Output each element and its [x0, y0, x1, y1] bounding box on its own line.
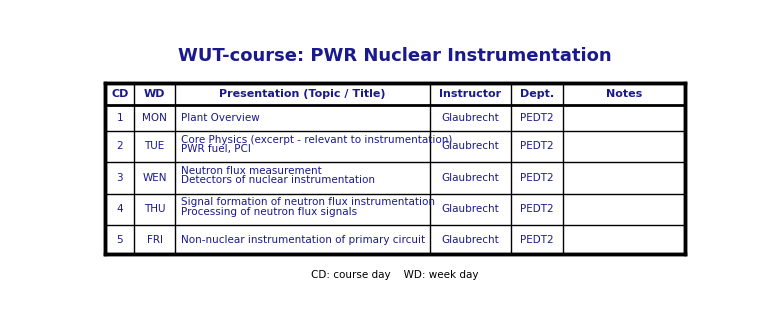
Text: 4: 4 [116, 204, 123, 214]
Text: PEDT2: PEDT2 [520, 141, 554, 151]
Text: Dept.: Dept. [520, 89, 554, 99]
Text: Instructor: Instructor [439, 89, 502, 99]
Bar [106, 83, 685, 254]
Text: CD: CD [111, 89, 129, 99]
Text: CD: course day    WD: week day: CD: course day WD: week day [311, 270, 479, 280]
Text: FRI: FRI [146, 235, 163, 245]
Text: TUE: TUE [144, 141, 165, 151]
Text: Presentation (Topic / Title): Presentation (Topic / Title) [219, 89, 386, 99]
Text: THU: THU [144, 204, 165, 214]
Text: WEN: WEN [143, 173, 167, 183]
Text: Notes: Notes [606, 89, 642, 99]
Text: PEDT2: PEDT2 [520, 204, 554, 214]
Text: PEDT2: PEDT2 [520, 173, 554, 183]
Text: Neutron flux measurement: Neutron flux measurement [181, 166, 322, 176]
Text: 1: 1 [116, 113, 123, 123]
Text: Detectors of nuclear instrumentation: Detectors of nuclear instrumentation [181, 175, 375, 185]
Text: MON: MON [142, 113, 167, 123]
Text: Glaubrecht: Glaubrecht [442, 173, 500, 183]
Text: 3: 3 [116, 173, 123, 183]
Text: Core Physics (excerpt - relevant to instrumentation): Core Physics (excerpt - relevant to inst… [181, 135, 453, 145]
Text: WUT-course: PWR Nuclear Instrumentation: WUT-course: PWR Nuclear Instrumentation [178, 47, 612, 65]
Text: PWR fuel, PCI: PWR fuel, PCI [181, 144, 251, 154]
Text: Non-nuclear instrumentation of primary circuit: Non-nuclear instrumentation of primary c… [181, 235, 425, 245]
Text: Glaubrecht: Glaubrecht [442, 141, 500, 151]
Text: Plant Overview: Plant Overview [181, 113, 260, 123]
Text: Glaubrecht: Glaubrecht [442, 113, 500, 123]
Text: WD: WD [144, 89, 165, 99]
Text: Processing of neutron flux signals: Processing of neutron flux signals [181, 207, 357, 217]
Text: Glaubrecht: Glaubrecht [442, 204, 500, 214]
Text: 2: 2 [116, 141, 123, 151]
Text: Signal formation of neutron flux instrumentation: Signal formation of neutron flux instrum… [181, 197, 435, 207]
Text: Glaubrecht: Glaubrecht [442, 235, 500, 245]
Text: PEDT2: PEDT2 [520, 113, 554, 123]
Text: PEDT2: PEDT2 [520, 235, 554, 245]
Text: 5: 5 [116, 235, 123, 245]
